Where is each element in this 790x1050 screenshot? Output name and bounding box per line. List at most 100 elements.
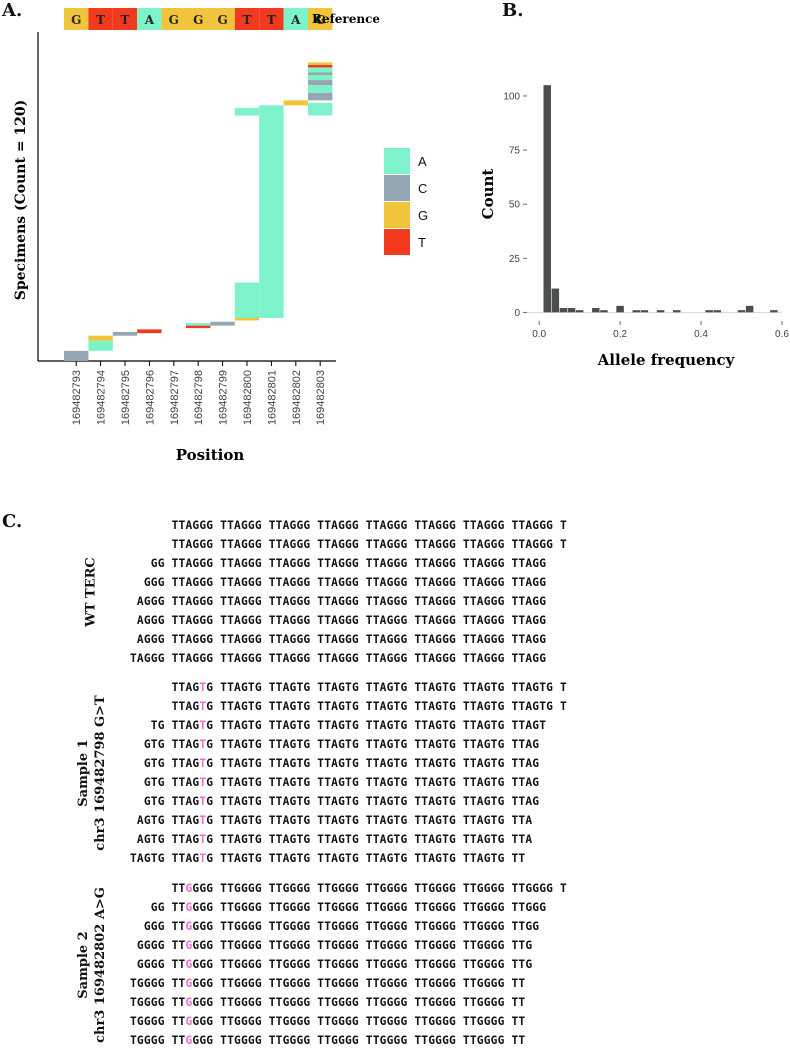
reference-cell: [186, 8, 211, 30]
reference-cell: [234, 8, 260, 30]
mutant-base: G: [185, 977, 193, 990]
sequence-text: AGGG TTAGGG TTAGGG TTAGGG TTAGGG TTAGGG …: [130, 595, 547, 608]
histogram-bars: [543, 85, 778, 313]
mutant-base: T: [199, 852, 207, 865]
sample-label-line: WT TERC: [83, 557, 99, 627]
reference-cell: [259, 8, 284, 30]
sample-label: Sample 2 chr3 169482802 A>G: [75, 887, 109, 1043]
histogram-bar: [640, 310, 649, 313]
reference-cell: [161, 8, 186, 30]
sequence-text: GGG TTGGGG TTGGGG TTGGGG TTGGGG TTGGGG T…: [192, 882, 567, 895]
x-ticks: 0.0 0.2 0.4 0.6: [532, 321, 789, 340]
sequence-line: TAGGG TTAGGG TTAGGG TTAGGG TTAGGG TTAGGG…: [130, 649, 567, 668]
sequence-line: TTAGGG TTAGGG TTAGGG TTAGGG TTAGGG TTAGG…: [130, 516, 567, 535]
sequence-text: TGGGG TT: [130, 1015, 186, 1028]
mutant-base: G: [185, 882, 193, 895]
mutant-base: G: [185, 1015, 193, 1028]
sequence-text: G TTAGTG TTAGTG TTAGTG TTAGTG TTAGTG TTA…: [206, 814, 533, 827]
mutant-base: T: [199, 700, 207, 713]
allele-segment: [64, 350, 89, 361]
mutant-base: G: [185, 996, 193, 1009]
sequence-block: TTGGGG TTGGGG TTGGGG TTGGGG TTGGGG TTGGG…: [130, 879, 567, 1050]
sequence-line: TTAGTG TTAGTG TTAGTG TTAGTG TTAGTG TTAGT…: [130, 678, 567, 697]
sequence-text: GGG TTGGGG TTGGGG TTGGGG TTGGGG TTGGGG T…: [192, 1034, 526, 1047]
sequence-line: GTG TTAGTG TTAGTG TTAGTG TTAGTG TTAGTG T…: [130, 754, 567, 773]
reference-base: T: [96, 13, 105, 27]
reference-base: G: [315, 13, 325, 27]
sequence-text: TGGGG TT: [130, 977, 186, 990]
x-axis-title: Position: [176, 446, 245, 464]
allele-segment: [112, 331, 138, 336]
y-axis-title: Specimens (Count = 120): [13, 100, 29, 301]
reference-label: Reference: [312, 12, 380, 26]
histogram-bar: [559, 308, 568, 313]
sequence-text: G TTAGTG TTAGTG TTAGTG TTAGTG TTAGTG TTA…: [206, 757, 540, 770]
position-tick-label: 169482796: [144, 370, 156, 425]
legend-label: T: [418, 235, 426, 250]
allele-segment: [88, 335, 113, 341]
reference-cell: [210, 8, 235, 30]
histogram-bar: [713, 310, 721, 313]
allele-segment: [283, 100, 308, 106]
mutant-base: G: [185, 920, 193, 933]
allele-segment: [186, 325, 211, 329]
sequence-text: GGG TTGGGG TTGGGG TTGGGG TTGGGG TTGGGG T…: [192, 977, 526, 990]
sequence-text: TGGGG TT: [130, 1034, 186, 1047]
allele-segment: [308, 64, 333, 68]
mutant-base: T: [199, 681, 207, 694]
sequence-line: GG TTGGGG TTGGGG TTGGGG TTGGGG TTGGGG TT…: [130, 898, 567, 917]
mutant-base: T: [199, 776, 207, 789]
histogram-bar: [656, 310, 665, 313]
sequence-text: AGGG TTAGGG TTAGGG TTAGGG TTAGGG TTAGGG …: [130, 633, 547, 646]
sequence-line: GTG TTAGTG TTAGTG TTAGTG TTAGTG TTAGTG T…: [130, 735, 567, 754]
y-tick-label: 50: [509, 200, 521, 211]
sample-label-line: Sample 2: [76, 930, 91, 999]
reference-cell: [283, 8, 308, 30]
allele-segments: [64, 62, 333, 361]
sequence-line: AGTG TTAGTG TTAGTG TTAGTG TTAGTG TTAGTG …: [130, 830, 567, 849]
histogram-bar: [673, 310, 681, 313]
sequence-line: GTG TTAGTG TTAGTG TTAGTG TTAGTG TTAGTG T…: [130, 792, 567, 811]
reference-base: T: [243, 13, 252, 27]
sequence-line: GG TTAGGG TTAGGG TTAGGG TTAGGG TTAGGG TT…: [130, 554, 567, 573]
histogram-bar: [632, 310, 641, 313]
allele-segment: [308, 67, 333, 73]
sequence-text: GGG TTGGGG TTGGGG TTGGGG TTGGGG TTGGGG T…: [192, 958, 533, 971]
sequence-text: G TTAGTG TTAGTG TTAGTG TTAGTG TTAGTG TTA…: [206, 852, 526, 865]
sequence-line: TGGGG TTGGGG TTGGGG TTGGGG TTGGGG TTGGGG…: [130, 993, 567, 1012]
sequence-text: GTG TTAG: [130, 795, 200, 808]
position-tick-label: 169482803: [315, 370, 327, 425]
sequence-text: TTAGGG TTAGGG TTAGGG TTAGGG TTAGGG TTAGG…: [130, 538, 567, 551]
allele-segment: [137, 329, 162, 334]
sequence-block: TTAGGG TTAGGG TTAGGG TTAGGG TTAGGG TTAGG…: [130, 516, 567, 668]
reference-cell: [88, 8, 113, 30]
sequence-text: AGTG TTAG: [130, 814, 200, 827]
sequence-text: GGG TTGGGG TTGGGG TTGGGG TTGGGG TTGGGG T…: [192, 996, 526, 1009]
sequence-line: TG TTAGTG TTAGTG TTAGTG TTAGTG TTAGTG TT…: [130, 716, 567, 735]
sequence-text: GGG TTGGGG TTGGGG TTGGGG TTGGGG TTGGGG T…: [192, 1015, 526, 1028]
legend-swatch: [384, 202, 410, 228]
reference-base: A: [290, 13, 301, 27]
allele-segment: [308, 72, 333, 76]
allele-segment: [88, 340, 113, 351]
sequence-text: G TTAGTG TTAGTG TTAGTG TTAGTG TTAGTG TTA…: [206, 776, 540, 789]
sequence-line: TTGGGG TTGGGG TTGGGG TTGGGG TTGGGG TTGGG…: [130, 879, 567, 898]
position-tick-label: 169482797: [169, 370, 181, 425]
allele-segment: [308, 85, 333, 93]
sequence-line: TGGGG TTGGGG TTGGGG TTGGGG TTGGGG TTGGGG…: [130, 974, 567, 993]
allele-segment: [308, 92, 333, 101]
sequence-text: TAGTG TTAG: [130, 852, 200, 865]
mutant-base: T: [199, 719, 207, 732]
sequence-text: TGGGG TT: [130, 996, 186, 1009]
mutant-base: G: [185, 958, 193, 971]
reference-base: T: [121, 13, 130, 27]
sequence-line: TGGGG TTGGGG TTGGGG TTGGGG TTGGGG TTGGGG…: [130, 1012, 567, 1031]
sequence-line: GGG TTAGGG TTAGGG TTAGGG TTAGGG TTAGGG T…: [130, 573, 567, 592]
allele-segment: [186, 323, 211, 326]
position-tick-label: 169482800: [242, 370, 254, 425]
y-tick-label: 75: [509, 146, 521, 157]
legend-label: G: [418, 208, 428, 223]
reference-base: G: [217, 13, 227, 27]
